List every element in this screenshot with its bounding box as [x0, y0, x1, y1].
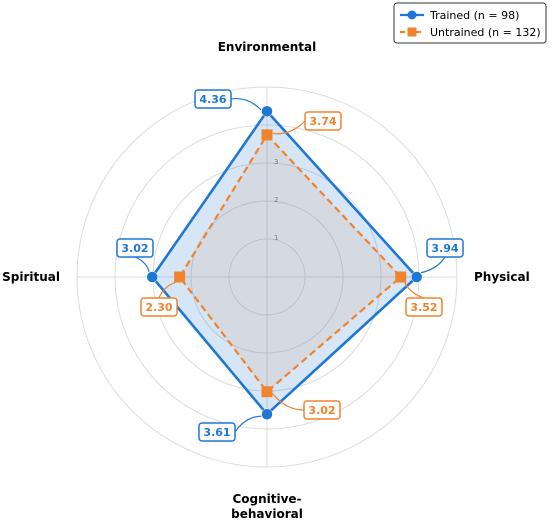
data-point-square [174, 271, 186, 283]
data-label: 4.36 [199, 93, 226, 106]
r-tick-label: 1 [274, 234, 278, 242]
data-label-box [304, 111, 342, 131]
legend-marker-square [407, 27, 417, 37]
data-label-box [303, 400, 341, 420]
r-tick-label: 3 [274, 158, 278, 166]
data-label-connector [420, 256, 446, 274]
axis-label: Environmental [218, 40, 317, 54]
axis-label-line: Cognitive- [232, 492, 301, 506]
data-point-square [261, 386, 273, 398]
legend-box [393, 2, 547, 44]
data-label: 3.74 [309, 115, 336, 128]
series-area [179, 134, 401, 392]
axis-label: Physical [474, 270, 530, 284]
data-label: 3.02 [308, 404, 335, 417]
legend-marker-circle [407, 10, 417, 20]
data-label: 3.61 [203, 426, 230, 439]
data-label: 3.94 [431, 242, 458, 255]
data-point-circle [261, 408, 273, 420]
data-point-square [395, 271, 407, 283]
data-label-connector [134, 256, 150, 273]
data-label-box [426, 238, 464, 258]
data-label-box [140, 297, 178, 317]
radar-series [146, 105, 423, 420]
data-label-connector [158, 281, 177, 299]
data-label-connector [403, 281, 425, 299]
axis-label: Cognitive-behavioral [231, 492, 303, 521]
axis-label-line: behavioral [231, 507, 303, 521]
data-label-box [116, 238, 154, 258]
data-point-circle [410, 271, 423, 283]
data-label-box [198, 422, 236, 442]
series-area [152, 111, 417, 415]
data-label-box [194, 89, 232, 109]
chart-legend: Trained (n = 98) Untrained (n = 132) [393, 2, 547, 44]
data-label-connector [234, 415, 262, 433]
data-label-connector [272, 120, 306, 135]
data-point-square [261, 129, 273, 141]
axis-label-line: Physical [474, 270, 530, 284]
data-label: 3.02 [121, 242, 148, 255]
data-point-circle [261, 105, 273, 118]
legend-entry-label: Untrained (n = 132) [430, 26, 541, 39]
data-label: 2.30 [145, 301, 172, 314]
data-label-connector [230, 98, 262, 111]
data-point-circle [146, 271, 158, 283]
axis-label-line: Environmental [218, 40, 317, 54]
r-tick-label: 2 [274, 196, 278, 204]
axis-label: Spiritual [2, 270, 60, 284]
data-label-box [405, 297, 443, 317]
legend-entry-label: Trained (n = 98) [429, 9, 519, 22]
data-label-connector [272, 393, 305, 411]
axis-label-line: Spiritual [2, 270, 60, 284]
radar-labels: Environmental Physical Cognitive-behaviora… [2, 40, 530, 521]
data-label: 3.52 [410, 301, 437, 314]
